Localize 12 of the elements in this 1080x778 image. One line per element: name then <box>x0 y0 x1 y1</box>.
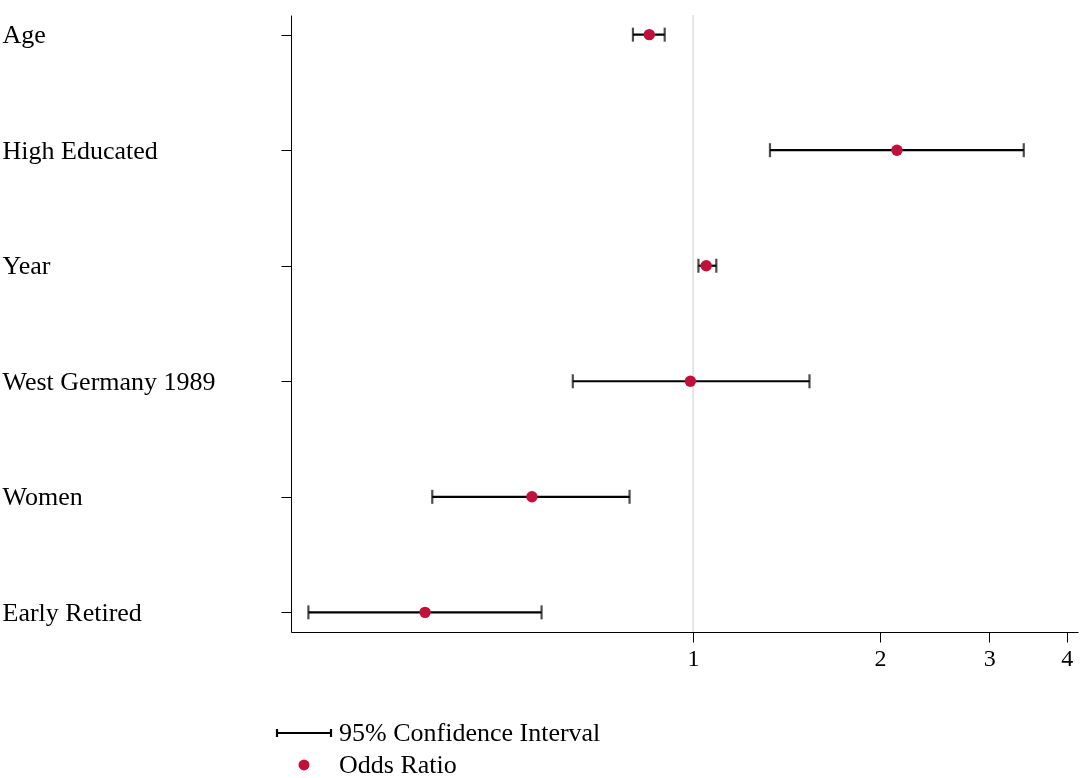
y-tick-label: Early Retired <box>2 597 142 627</box>
y-tick-label: Year <box>2 251 51 281</box>
y-tick-label: Age <box>2 20 46 50</box>
text: 95% Confidence Interval <box>339 718 601 747</box>
y-tick-label: Women <box>2 482 83 512</box>
x-tick-label: 2 <box>874 644 887 671</box>
legend-label: Odds Ratio <box>339 750 457 778</box>
y-tick-label: High Educated <box>2 135 158 165</box>
x-tick-label: 3 <box>983 644 996 671</box>
x-tick-label: 4 <box>1061 644 1074 671</box>
x-tick-label: 1 <box>687 644 700 671</box>
y-tick-label: West Germany 1989 <box>2 366 216 396</box>
